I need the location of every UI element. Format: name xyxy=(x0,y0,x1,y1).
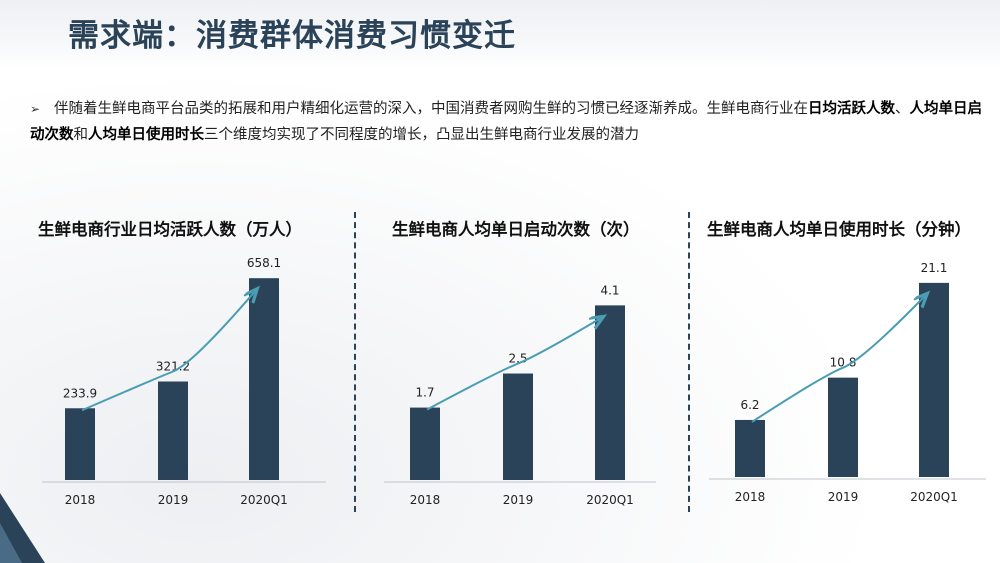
x-tick-label: 2020Q1 xyxy=(910,490,958,504)
chart-divider-1 xyxy=(354,212,356,512)
data-label: 658.1 xyxy=(247,256,281,270)
x-tick-label: 2019 xyxy=(158,493,189,507)
trend-arrow xyxy=(426,317,602,411)
bullet-arrow-icon: ➢ xyxy=(30,102,41,116)
x-tick-label: 2019 xyxy=(503,493,534,507)
data-label: 6.2 xyxy=(740,398,759,412)
data-label: 10.8 xyxy=(830,356,857,370)
data-label: 21.1 xyxy=(921,261,948,275)
x-tick-label: 2018 xyxy=(410,493,441,507)
x-tick-label: 2019 xyxy=(828,490,859,504)
intro-paragraph: ➢ 伴随着生鲜电商平台品类的拓展和用户精细化运营的深入，中国消费者网购生鲜的习惯已… xyxy=(30,96,985,148)
x-tick-label: 2018 xyxy=(735,490,766,504)
intro-bold-2: 人均单日启动次数 xyxy=(30,101,982,143)
data-label: 1.7 xyxy=(415,386,434,400)
bar xyxy=(595,305,625,480)
data-label: 4.1 xyxy=(600,283,619,297)
intro-text-1: 伴随着生鲜电商平台品类的拓展和用户精细化运营的深入，中国消费者网购生鲜的习惯已经… xyxy=(54,101,808,117)
bar xyxy=(65,408,95,480)
intro-sep-1: 、 xyxy=(895,101,910,117)
bar xyxy=(828,377,858,477)
intro-sep-2: 和 xyxy=(73,127,89,143)
trend-arrow xyxy=(751,295,926,423)
bar xyxy=(158,381,188,480)
intro-bold-1: 日均活跃人数 xyxy=(808,101,895,117)
chart-divider-2 xyxy=(688,212,690,512)
x-tick-label: 2020Q1 xyxy=(586,493,634,507)
intro-text-2: 三个维度均实现了不同程度的增长，凸显出生鲜电商行业发展的潜力 xyxy=(204,127,639,143)
bar xyxy=(735,419,765,477)
bar xyxy=(410,407,440,480)
bar xyxy=(249,278,279,480)
data-label: 321.2 xyxy=(156,359,190,373)
data-label: 233.9 xyxy=(63,386,97,400)
trend-arrow xyxy=(81,290,256,412)
chart-title-daily-active: 生鲜电商行业日均活跃人数（万人） xyxy=(38,220,302,239)
intro-bold-3: 人均单日使用时长 xyxy=(88,127,204,143)
chart-title-launches: 生鲜电商人均单日启动次数（次） xyxy=(392,220,640,239)
bar xyxy=(503,373,533,480)
slide-title: 需求端：消费群体消费习惯变迁 xyxy=(68,18,516,54)
bar xyxy=(919,282,949,477)
chart-title-usage-time: 生鲜电商人均单日使用时长（分钟） xyxy=(707,220,971,239)
corner-decoration-inner xyxy=(0,523,22,563)
x-tick-label: 2018 xyxy=(65,493,96,507)
x-tick-label: 2020Q1 xyxy=(240,493,288,507)
